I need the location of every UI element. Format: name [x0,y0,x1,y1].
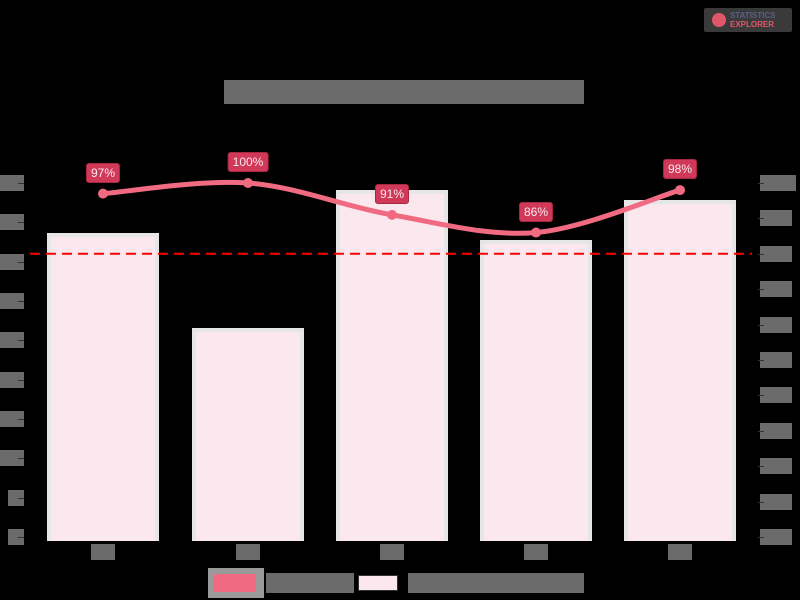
left-axis-tick [18,537,24,538]
data-label: 91% [374,183,410,204]
bar [480,240,592,541]
right-axis-tick-label: 50% [760,352,792,368]
left-axis-tick [18,301,24,302]
data-label: 97% [85,162,121,183]
left-axis-tick-label: 15 [0,411,24,427]
brand-logo: STATISTICS EXPLORER [704,8,792,32]
right-axis-tick [758,395,764,397]
right-axis-tick-label: 30% [760,422,792,439]
right-axis-tick [758,360,764,361]
left-axis-tick [18,497,24,499]
left-axis-tick [18,419,24,420]
left-axis-tick-label: 30 [0,293,24,309]
right-axis-tick-label: 0% [760,529,792,545]
x-axis-tick-label [91,544,115,560]
left-axis-tick-label: 25 [0,332,24,349]
x-axis-tick-label [668,544,692,560]
right-axis-tick-label: 20% [760,458,792,475]
bar [47,233,159,541]
data-label: 98% [662,159,698,180]
right-axis-tick [758,218,764,220]
left-axis-tick-label: 35 [0,253,24,270]
right-axis-tick-label: 70% [760,281,792,298]
logo-text-bottom: EXPLORER [730,20,775,29]
right-axis-tick [758,537,764,538]
left-axis-tick [18,222,24,224]
x-axis-tick-label [380,544,404,560]
legend-swatch-bar [358,575,398,591]
right-axis-tick-label: 10% [760,493,792,510]
right-axis-tick-label: 60% [760,316,792,333]
bar [624,200,736,541]
left-axis-tick [18,261,24,263]
x-axis-tick-label [524,544,548,560]
right-axis-tick [758,183,764,184]
line-point [98,188,108,199]
left-axis-tick [18,340,24,342]
left-axis-tick [18,183,24,184]
left-axis-tick-label: 40 [0,214,24,231]
bar [192,327,304,541]
right-axis-tick [758,430,764,432]
data-label: 86% [518,201,554,222]
right-axis-tick-label: 40% [760,387,792,404]
right-axis-tick [758,289,764,291]
x-axis-tick-label [236,544,260,560]
chart-title [224,80,584,104]
left-axis-tick [18,458,24,460]
logo-icon [712,13,726,27]
left-axis-tick-label: 20 [0,371,24,388]
bar [336,190,448,541]
logo-text-top: STATISTICS [730,11,776,20]
right-axis-tick-label: 100% [760,175,796,191]
legend-label-bar [408,573,584,593]
right-axis-tick [758,324,764,326]
line-point [243,178,253,188]
line-point [531,227,541,238]
right-axis-tick [758,253,764,255]
left-axis-tick-label: 10 [0,450,24,467]
right-axis-tick-label: 90% [760,210,792,227]
right-axis-tick [758,466,764,468]
right-axis-tick-label: 80% [760,245,792,262]
legend-swatch-line [208,568,264,598]
legend-label-line [266,573,354,593]
line-point [675,185,685,196]
left-axis-tick [18,379,24,381]
data-label: 100% [227,152,269,172]
right-axis-tick [758,501,764,503]
left-axis-tick-label: 45 [0,175,24,191]
